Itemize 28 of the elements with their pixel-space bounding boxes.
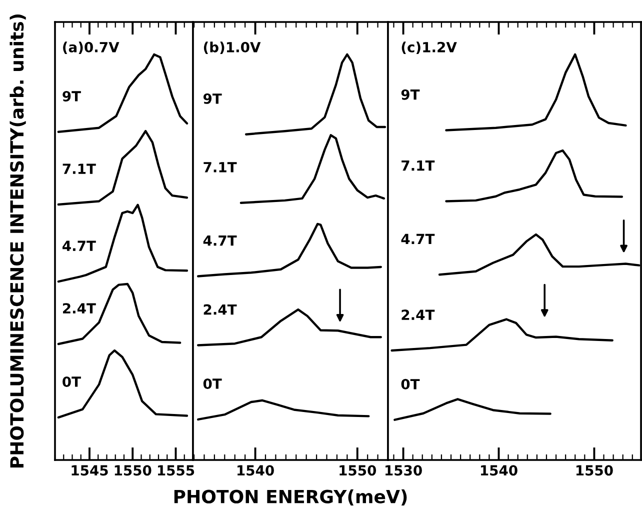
text: 7.1T	[204, 162, 237, 172]
series-label: 7.1T	[62, 164, 96, 174]
x-axis-title: PHOTON ENERGY(meV)	[174, 489, 407, 506]
text: 4.7T	[203, 236, 237, 246]
text: 9T	[203, 93, 222, 104]
series-label: 2.4T	[204, 304, 237, 315]
x-tick-label: 1550	[114, 465, 152, 476]
series-label: 2.4T	[63, 303, 96, 314]
text: 9T	[401, 89, 420, 100]
series-label: 0T	[401, 378, 420, 390]
text: 7.1T	[402, 160, 435, 171]
x-tick-label: 1550	[576, 465, 613, 476]
x-tick-label: 1540	[480, 465, 518, 476]
x-tick-label: 1555	[158, 465, 194, 476]
chart-title: (b)1.0V	[204, 42, 261, 54]
text: 9T	[62, 90, 81, 102]
text: 4.7T	[401, 234, 435, 244]
series-label: 2.4T	[402, 310, 435, 320]
series-label: 4.7T	[62, 240, 96, 251]
series-label: 0T	[203, 378, 222, 389]
x-tick-label: 1550	[340, 465, 376, 476]
chart-title: (c)1.2V	[402, 42, 457, 54]
y-axis-title: PHOTOLUMINESCENCE INTENSITY(arb. units)	[10, 14, 26, 468]
x-tick-label: 1540	[238, 465, 274, 476]
series-label: 0T	[62, 376, 81, 387]
chart-title: (a)0.7V	[63, 42, 120, 54]
x-tick-label: 1545	[72, 465, 108, 476]
x-tick-label: 1530	[386, 465, 422, 476]
